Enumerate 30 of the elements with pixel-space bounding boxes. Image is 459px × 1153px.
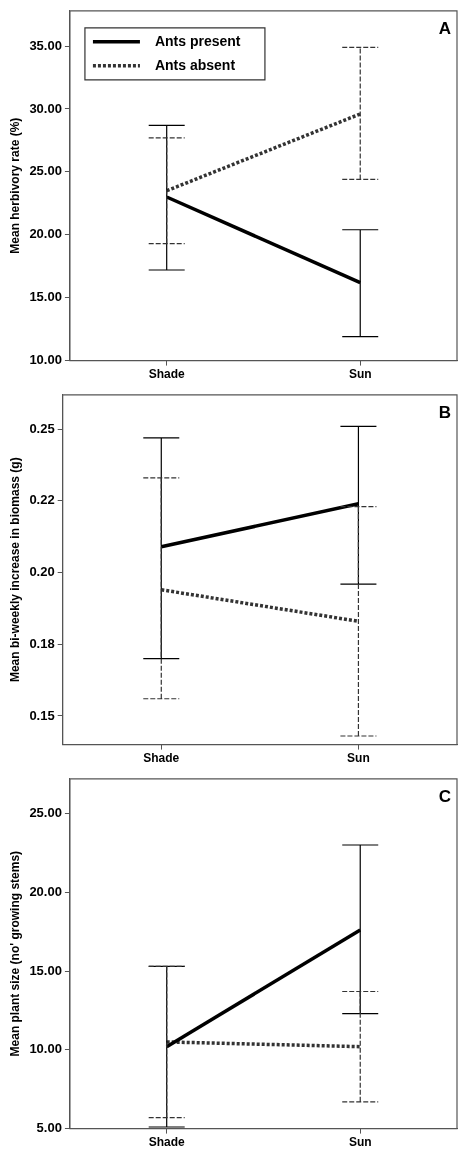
y-tick-label: 25.00 [29,163,62,179]
y-axis-title: Mean herbivory rate (%) [7,117,22,254]
y-tick-label: 0.22 [29,492,55,508]
x-tick-label: Shade [148,1135,186,1150]
annotation: C [438,786,451,806]
y-axis-title: Mean bi-weekly increase in biomass (g) [7,457,22,683]
y-tick-label: 35.00 [29,37,62,53]
y-axis-title: Mean plant size (no' growing stems) [7,850,22,1057]
y-tick-label: 30.00 [29,100,62,116]
x-tick-label: Shade [148,367,186,382]
x-tick-label: Sun [348,1135,372,1150]
x-tick-label: Shade [143,751,180,766]
annotation: B [438,402,451,422]
y-tick-label: 15.00 [29,289,62,305]
y-tick-label: 10.00 [29,1041,62,1057]
y-tick-label: 15.00 [29,962,62,978]
y-tick-label: 0.25 [29,420,55,436]
y-tick-label: 0.18 [29,635,55,651]
y-tick-label: 0.15 [29,707,55,723]
legend-label: Ants present [154,32,241,49]
annotation: A [438,18,451,38]
y-tick-label: 25.00 [29,805,62,821]
legend-label: Ants absent [154,56,236,73]
x-tick-label: Sun [347,751,370,766]
x-tick-label: Sun [348,367,372,382]
y-tick-label: 20.00 [29,226,62,242]
y-tick-label: 5.00 [36,1120,62,1136]
y-tick-label: 0.20 [29,564,55,580]
y-tick-label: 10.00 [29,352,62,368]
y-tick-label: 20.00 [29,883,62,899]
